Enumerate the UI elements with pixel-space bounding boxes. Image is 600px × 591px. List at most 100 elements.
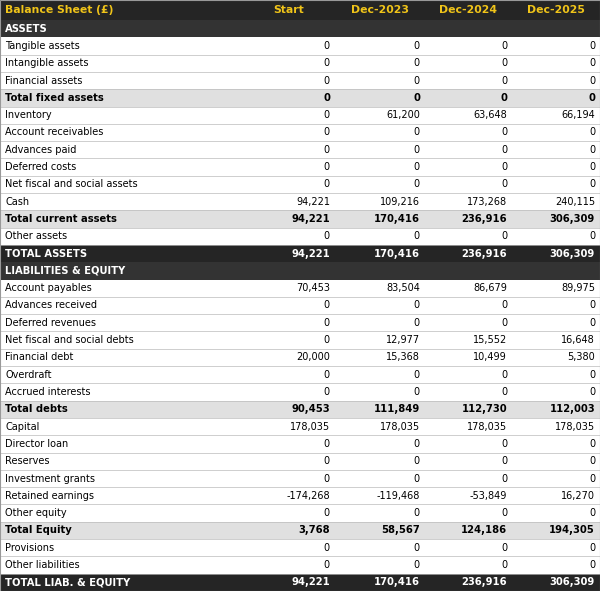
Text: 306,309: 306,309 xyxy=(550,214,595,224)
Text: 0: 0 xyxy=(589,370,595,379)
Text: 0: 0 xyxy=(324,335,330,345)
Text: 240,115: 240,115 xyxy=(555,197,595,207)
Text: Dec-2025: Dec-2025 xyxy=(527,5,585,15)
Bar xyxy=(0,228,600,245)
Text: 0: 0 xyxy=(324,59,330,68)
Text: 0: 0 xyxy=(414,231,420,241)
Text: Net fiscal and social debts: Net fiscal and social debts xyxy=(5,335,134,345)
Text: 0: 0 xyxy=(501,300,507,310)
Bar xyxy=(0,436,600,453)
Text: 0: 0 xyxy=(589,543,595,553)
Bar xyxy=(0,539,600,556)
Text: 0: 0 xyxy=(414,543,420,553)
Text: 0: 0 xyxy=(414,59,420,68)
Text: Advances paid: Advances paid xyxy=(5,145,76,155)
Text: 0: 0 xyxy=(501,59,507,68)
Text: 0: 0 xyxy=(501,231,507,241)
Text: 0: 0 xyxy=(589,41,595,51)
Text: -119,468: -119,468 xyxy=(377,491,420,501)
Text: 0: 0 xyxy=(324,128,330,138)
Text: 0: 0 xyxy=(501,439,507,449)
Text: 0: 0 xyxy=(324,110,330,120)
Text: 0: 0 xyxy=(324,543,330,553)
Text: 173,268: 173,268 xyxy=(467,197,507,207)
Text: 0: 0 xyxy=(414,370,420,379)
Bar xyxy=(0,384,600,401)
Text: Total debts: Total debts xyxy=(5,404,68,414)
Text: 0: 0 xyxy=(414,439,420,449)
Text: 0: 0 xyxy=(324,473,330,483)
Text: 178,035: 178,035 xyxy=(290,421,330,431)
Text: 0: 0 xyxy=(414,76,420,86)
Text: 124,186: 124,186 xyxy=(461,525,507,535)
Bar xyxy=(0,418,600,436)
Text: 178,035: 178,035 xyxy=(555,421,595,431)
Bar xyxy=(0,20,600,37)
Bar xyxy=(0,176,600,193)
Text: Retained earnings: Retained earnings xyxy=(5,491,94,501)
Text: 0: 0 xyxy=(501,41,507,51)
Bar xyxy=(0,453,600,470)
Text: 0: 0 xyxy=(589,508,595,518)
Text: 0: 0 xyxy=(589,162,595,172)
Text: Tangible assets: Tangible assets xyxy=(5,41,80,51)
Text: Capital: Capital xyxy=(5,421,40,431)
Text: 0: 0 xyxy=(324,300,330,310)
Text: 0: 0 xyxy=(501,456,507,466)
Text: Financial assets: Financial assets xyxy=(5,76,82,86)
Text: 0: 0 xyxy=(589,387,595,397)
Bar xyxy=(0,124,600,141)
Text: 0: 0 xyxy=(589,300,595,310)
Text: 0: 0 xyxy=(589,439,595,449)
Text: 0: 0 xyxy=(589,145,595,155)
Bar xyxy=(0,556,600,574)
Text: 0: 0 xyxy=(501,128,507,138)
Text: Account receivables: Account receivables xyxy=(5,128,103,138)
Text: 0: 0 xyxy=(501,370,507,379)
Text: 0: 0 xyxy=(324,456,330,466)
Text: Advances received: Advances received xyxy=(5,300,97,310)
Text: ASSETS: ASSETS xyxy=(5,24,48,34)
Text: 61,200: 61,200 xyxy=(386,110,420,120)
Text: TOTAL LIAB. & EQUITY: TOTAL LIAB. & EQUITY xyxy=(5,577,130,587)
Text: 94,221: 94,221 xyxy=(291,214,330,224)
Text: 0: 0 xyxy=(589,128,595,138)
Text: 0: 0 xyxy=(589,473,595,483)
Text: 306,309: 306,309 xyxy=(550,249,595,259)
Text: 94,221: 94,221 xyxy=(296,197,330,207)
Bar xyxy=(0,158,600,176)
Text: 89,975: 89,975 xyxy=(561,283,595,293)
Text: 0: 0 xyxy=(589,76,595,86)
Bar xyxy=(0,522,600,539)
Text: Director loan: Director loan xyxy=(5,439,68,449)
Text: 0: 0 xyxy=(324,387,330,397)
Text: 0: 0 xyxy=(324,162,330,172)
Text: 10,499: 10,499 xyxy=(473,352,507,362)
Text: 90,453: 90,453 xyxy=(292,404,330,414)
Text: 109,216: 109,216 xyxy=(380,197,420,207)
Text: 178,035: 178,035 xyxy=(467,421,507,431)
Bar xyxy=(0,0,600,20)
Text: 112,003: 112,003 xyxy=(550,404,595,414)
Text: Other assets: Other assets xyxy=(5,231,67,241)
Text: 0: 0 xyxy=(414,318,420,328)
Text: 0: 0 xyxy=(324,41,330,51)
Text: Cash: Cash xyxy=(5,197,29,207)
Text: 94,221: 94,221 xyxy=(291,249,330,259)
Text: Accrued interests: Accrued interests xyxy=(5,387,91,397)
Text: 16,648: 16,648 xyxy=(561,335,595,345)
Text: 0: 0 xyxy=(414,560,420,570)
Text: 0: 0 xyxy=(501,162,507,172)
Text: 0: 0 xyxy=(414,162,420,172)
Text: 0: 0 xyxy=(414,300,420,310)
Text: 236,916: 236,916 xyxy=(461,214,507,224)
Bar xyxy=(0,89,600,106)
Bar xyxy=(0,470,600,487)
Text: 306,309: 306,309 xyxy=(550,577,595,587)
Bar xyxy=(0,280,600,297)
Text: -174,268: -174,268 xyxy=(286,491,330,501)
Text: 112,730: 112,730 xyxy=(461,404,507,414)
Text: 178,035: 178,035 xyxy=(380,421,420,431)
Text: 0: 0 xyxy=(588,93,595,103)
Text: 0: 0 xyxy=(589,231,595,241)
